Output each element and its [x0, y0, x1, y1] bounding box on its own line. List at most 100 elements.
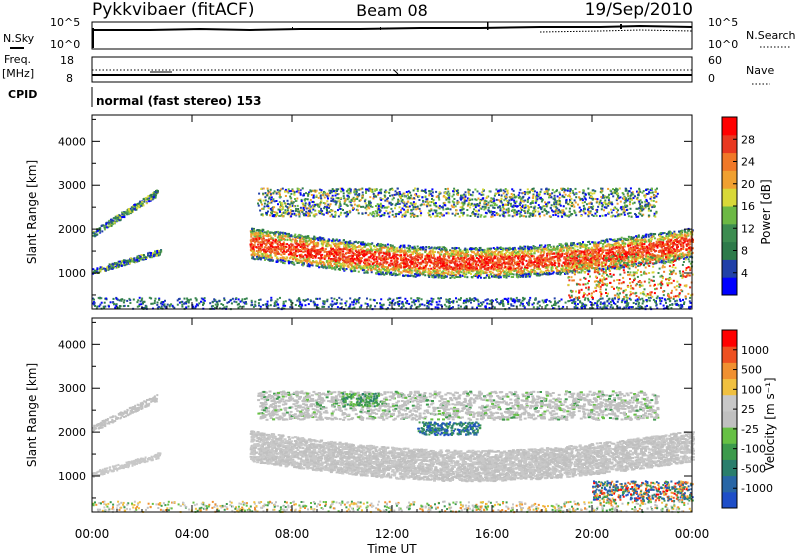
power-cell: [187, 301, 190, 304]
power-cell: [129, 302, 132, 304]
power-cell: [623, 253, 626, 256]
power-cell: [152, 196, 155, 199]
power-cell: [684, 297, 687, 300]
power-cell: [255, 231, 258, 234]
power-cell: [301, 243, 303, 246]
power-cell: [653, 237, 656, 240]
power-cell: [646, 258, 649, 261]
power-cell: [427, 306, 430, 309]
power-cell: [376, 244, 379, 247]
power-cell: [160, 306, 163, 309]
power-cell: [660, 236, 663, 239]
power-cell: [253, 240, 256, 243]
power-cell: [310, 250, 313, 253]
power-cell: [565, 251, 568, 254]
power-cell: [121, 298, 124, 301]
power-cell: [594, 302, 597, 305]
power-cell: [254, 304, 257, 307]
power-cell: [245, 301, 247, 304]
power-cell: [668, 248, 671, 251]
power-cell: [158, 253, 161, 256]
power-cell: [454, 269, 457, 272]
power-cell: [586, 250, 589, 253]
power-cell: [345, 304, 347, 307]
power-cell: [429, 255, 432, 258]
power-cell: [351, 250, 354, 253]
power-cell: [553, 303, 556, 305]
power-cell: [458, 268, 461, 270]
power-cell: [499, 301, 502, 304]
power-cell: [495, 261, 498, 264]
power-cell: [357, 270, 360, 273]
power-cell: [375, 245, 378, 248]
power-cell: [460, 271, 463, 274]
power-cell: [448, 252, 451, 255]
power-cell: [103, 228, 106, 231]
power-cell: [327, 263, 330, 266]
power-cell: [608, 297, 611, 300]
power-cell: [673, 248, 676, 251]
power-cell: [521, 302, 524, 305]
power-cell: [630, 306, 633, 309]
power-cell: [606, 249, 609, 252]
power-cell: [583, 261, 586, 264]
power-cell: [544, 258, 547, 261]
power-cell: [639, 305, 642, 308]
power-cell: [470, 299, 473, 301]
power-cell: [294, 304, 297, 306]
power-cell: [484, 305, 487, 308]
power-cell: [571, 250, 574, 253]
power-cell: [158, 298, 161, 301]
power-cell: [307, 254, 310, 257]
power-cell: [650, 234, 653, 237]
power-cell: [507, 260, 510, 263]
power-cell: [683, 233, 686, 236]
power-cell: [394, 248, 397, 251]
power-cell: [127, 213, 130, 216]
power-cell: [672, 245, 675, 247]
power-cell: [286, 238, 289, 241]
power-cell: [337, 240, 340, 243]
power-cell: [402, 274, 405, 277]
power-cell: [405, 301, 407, 304]
power-cell: [426, 305, 429, 308]
power-cell: [683, 241, 686, 244]
power-cell: [267, 304, 270, 307]
power-cell: [537, 255, 540, 258]
power-cell: [675, 240, 678, 242]
power-cell: [549, 246, 552, 248]
power-cell: [381, 246, 384, 249]
power-cell: [491, 275, 493, 278]
power-cell: [378, 243, 381, 246]
power-cell: [194, 297, 197, 300]
power-cell: [263, 239, 266, 242]
power-cell: [323, 303, 326, 305]
power-cell: [496, 256, 499, 259]
power-cell: [398, 297, 401, 299]
power-cell: [357, 299, 360, 302]
power-cell: [557, 305, 560, 308]
power-cell: [262, 235, 265, 238]
power-cell: [399, 246, 402, 249]
power-cell: [519, 272, 522, 275]
power-cell: [443, 303, 446, 306]
power-cell: [546, 246, 549, 249]
power-cell: [142, 204, 145, 207]
power-cell: [683, 234, 686, 237]
power-cell: [436, 306, 439, 309]
power-cell: [138, 303, 141, 306]
power-cell: [679, 300, 682, 302]
power-cell: [448, 256, 451, 259]
power-cell: [622, 298, 625, 301]
power-cell: [156, 250, 159, 252]
power-cell: [345, 246, 348, 249]
power-cell: [460, 297, 462, 300]
power-cell: [608, 249, 611, 252]
power-cell: [164, 299, 166, 302]
power-cell: [286, 243, 289, 246]
power-cell: [245, 297, 248, 300]
power-cell: [676, 302, 679, 305]
power-cell: [500, 266, 503, 269]
power-cell: [131, 258, 134, 261]
power-cell: [110, 220, 113, 223]
